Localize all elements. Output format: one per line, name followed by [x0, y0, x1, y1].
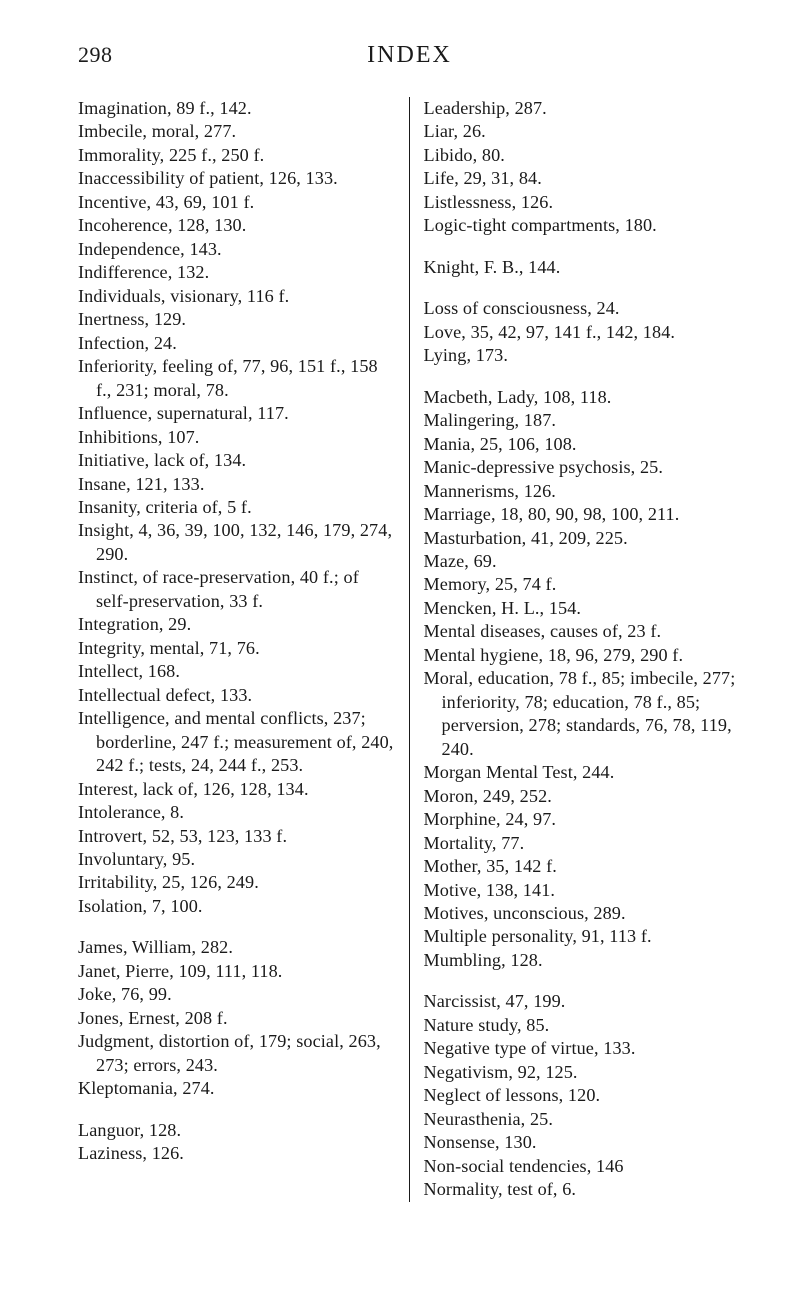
index-entry: Imbecile, moral, 277. [78, 120, 395, 143]
index-entry: Interest, lack of, 126, 128, 134. [78, 778, 395, 801]
index-entry: Mortality, 77. [424, 832, 742, 855]
index-entry: Infection, 24. [78, 332, 395, 355]
index-entry: Moral, education, 78 f., 85; im­becile, … [424, 667, 742, 761]
index-entry: Integrity, mental, 71, 76. [78, 637, 395, 660]
index-entry: Mother, 35, 142 f. [424, 855, 742, 878]
index-entry: Judgment, distortion of, 179; so­cial, 2… [78, 1030, 395, 1077]
left-column: Imagination, 89 f., 142.Imbecile, moral,… [78, 97, 410, 1202]
group-gap [424, 279, 742, 297]
right-column: Leadership, 287.Liar, 26.Libido, 80.Life… [410, 97, 742, 1202]
page-number: 298 [78, 42, 113, 68]
index-entry: Mental diseases, causes of, 23 f. [424, 620, 742, 643]
index-entry: Inferiority, feeling of, 77, 96, 151 f.,… [78, 355, 395, 402]
index-entry: Initiative, lack of, 134. [78, 449, 395, 472]
index-entry: Negative type of virtue, 133. [424, 1037, 742, 1060]
index-entry: Instinct, of race-preservation, 40 f.; o… [78, 566, 395, 613]
index-entry: Incentive, 43, 69, 101 f. [78, 191, 395, 214]
index-entry: Listlessness, 126. [424, 191, 742, 214]
index-entry: Inhibitions, 107. [78, 426, 395, 449]
index-entry: Insanity, criteria of, 5 f. [78, 496, 395, 519]
group-gap [78, 1101, 395, 1119]
index-entry: Independence, 143. [78, 238, 395, 261]
index-entry: Isolation, 7, 100. [78, 895, 395, 918]
index-entry: Joke, 76, 99. [78, 983, 395, 1006]
index-entry: Knight, F. B., 144. [424, 256, 742, 279]
index-entry: Leadership, 287. [424, 97, 742, 120]
page-header: 298 INDEX 000 [78, 42, 741, 69]
index-entry: Involuntary, 95. [78, 848, 395, 871]
index-entry: Intellectual defect, 133. [78, 684, 395, 707]
index-entry: Influence, supernatural, 117. [78, 402, 395, 425]
index-entry: Neglect of lessons, 120. [424, 1084, 742, 1107]
group-gap [424, 238, 742, 256]
index-entry: Intelligence, and mental conflicts, 237;… [78, 707, 395, 777]
index-entry: Mental hygiene, 18, 96, 279, 290 f. [424, 644, 742, 667]
index-entry: Janet, Pierre, 109, 111, 118. [78, 960, 395, 983]
index-columns: Imagination, 89 f., 142.Imbecile, moral,… [78, 97, 741, 1202]
index-entry: Intolerance, 8. [78, 801, 395, 824]
index-entry: Liar, 26. [424, 120, 742, 143]
index-entry: Lying, 173. [424, 344, 742, 367]
index-entry: Life, 29, 31, 84. [424, 167, 742, 190]
index-entry: Nature study, 85. [424, 1014, 742, 1037]
index-entry: Negativism, 92, 125. [424, 1061, 742, 1084]
index-entry: Languor, 128. [78, 1119, 395, 1142]
index-entry: Malingering, 187. [424, 409, 742, 432]
index-entry: Inaccessibility of patient, 126, 133. [78, 167, 395, 190]
index-entry: Integration, 29. [78, 613, 395, 636]
index-entry: Libido, 80. [424, 144, 742, 167]
index-entry: Moron, 249, 252. [424, 785, 742, 808]
index-entry: Love, 35, 42, 97, 141 f., 142, 184. [424, 321, 742, 344]
index-entry: Irritability, 25, 126, 249. [78, 871, 395, 894]
index-entry: Manic-depressive psychosis, 25. [424, 456, 742, 479]
index-entry: Non-social tendencies, 146 [424, 1155, 742, 1178]
index-entry: Mania, 25, 106, 108. [424, 433, 742, 456]
page-title: INDEX [113, 42, 707, 69]
index-entry: Multiple personality, 91, 113 f. [424, 925, 742, 948]
index-entry: Memory, 25, 74 f. [424, 573, 742, 596]
index-entry: Intellect, 168. [78, 660, 395, 683]
index-entry: Introvert, 52, 53, 123, 133 f. [78, 825, 395, 848]
index-entry: Insane, 121, 133. [78, 473, 395, 496]
index-entry: Mumbling, 128. [424, 949, 742, 972]
index-entry: Insight, 4, 36, 39, 100, 132, 146, 179, … [78, 519, 395, 566]
index-entry: Indifference, 132. [78, 261, 395, 284]
index-entry: Neurasthenia, 25. [424, 1108, 742, 1131]
index-entry: Masturbation, 41, 209, 225. [424, 527, 742, 550]
index-entry: Jones, Ernest, 208 f. [78, 1007, 395, 1030]
index-entry: Nonsense, 130. [424, 1131, 742, 1154]
index-entry: Incoherence, 128, 130. [78, 214, 395, 237]
index-entry: Marriage, 18, 80, 90, 98, 100, 211. [424, 503, 742, 526]
index-entry: Mannerisms, 126. [424, 480, 742, 503]
index-entry: Motives, unconscious, 289. [424, 902, 742, 925]
index-entry: James, William, 282. [78, 936, 395, 959]
index-entry: Macbeth, Lady, 108, 118. [424, 386, 742, 409]
index-entry: Immorality, 225 f., 250 f. [78, 144, 395, 167]
index-entry: Inertness, 129. [78, 308, 395, 331]
index-entry: Morphine, 24, 97. [424, 808, 742, 831]
index-entry: Narcissist, 47, 199. [424, 990, 742, 1013]
index-entry: Motive, 138, 141. [424, 879, 742, 902]
group-gap [424, 972, 742, 990]
index-entry: Imagination, 89 f., 142. [78, 97, 395, 120]
index-entry: Laziness, 126. [78, 1142, 395, 1165]
index-entry: Logic-tight compartments, 180. [424, 214, 742, 237]
index-entry: Maze, 69. [424, 550, 742, 573]
index-entry: Normality, test of, 6. [424, 1178, 742, 1201]
index-entry: Individuals, visionary, 116 f. [78, 285, 395, 308]
index-entry: Loss of consciousness, 24. [424, 297, 742, 320]
index-entry: Kleptomania, 274. [78, 1077, 395, 1100]
index-entry: Mencken, H. L., 154. [424, 597, 742, 620]
index-page: 298 INDEX 000 Imagination, 89 f., 142.Im… [0, 0, 801, 1312]
index-entry: Morgan Mental Test, 244. [424, 761, 742, 784]
group-gap [78, 918, 395, 936]
group-gap [424, 368, 742, 386]
